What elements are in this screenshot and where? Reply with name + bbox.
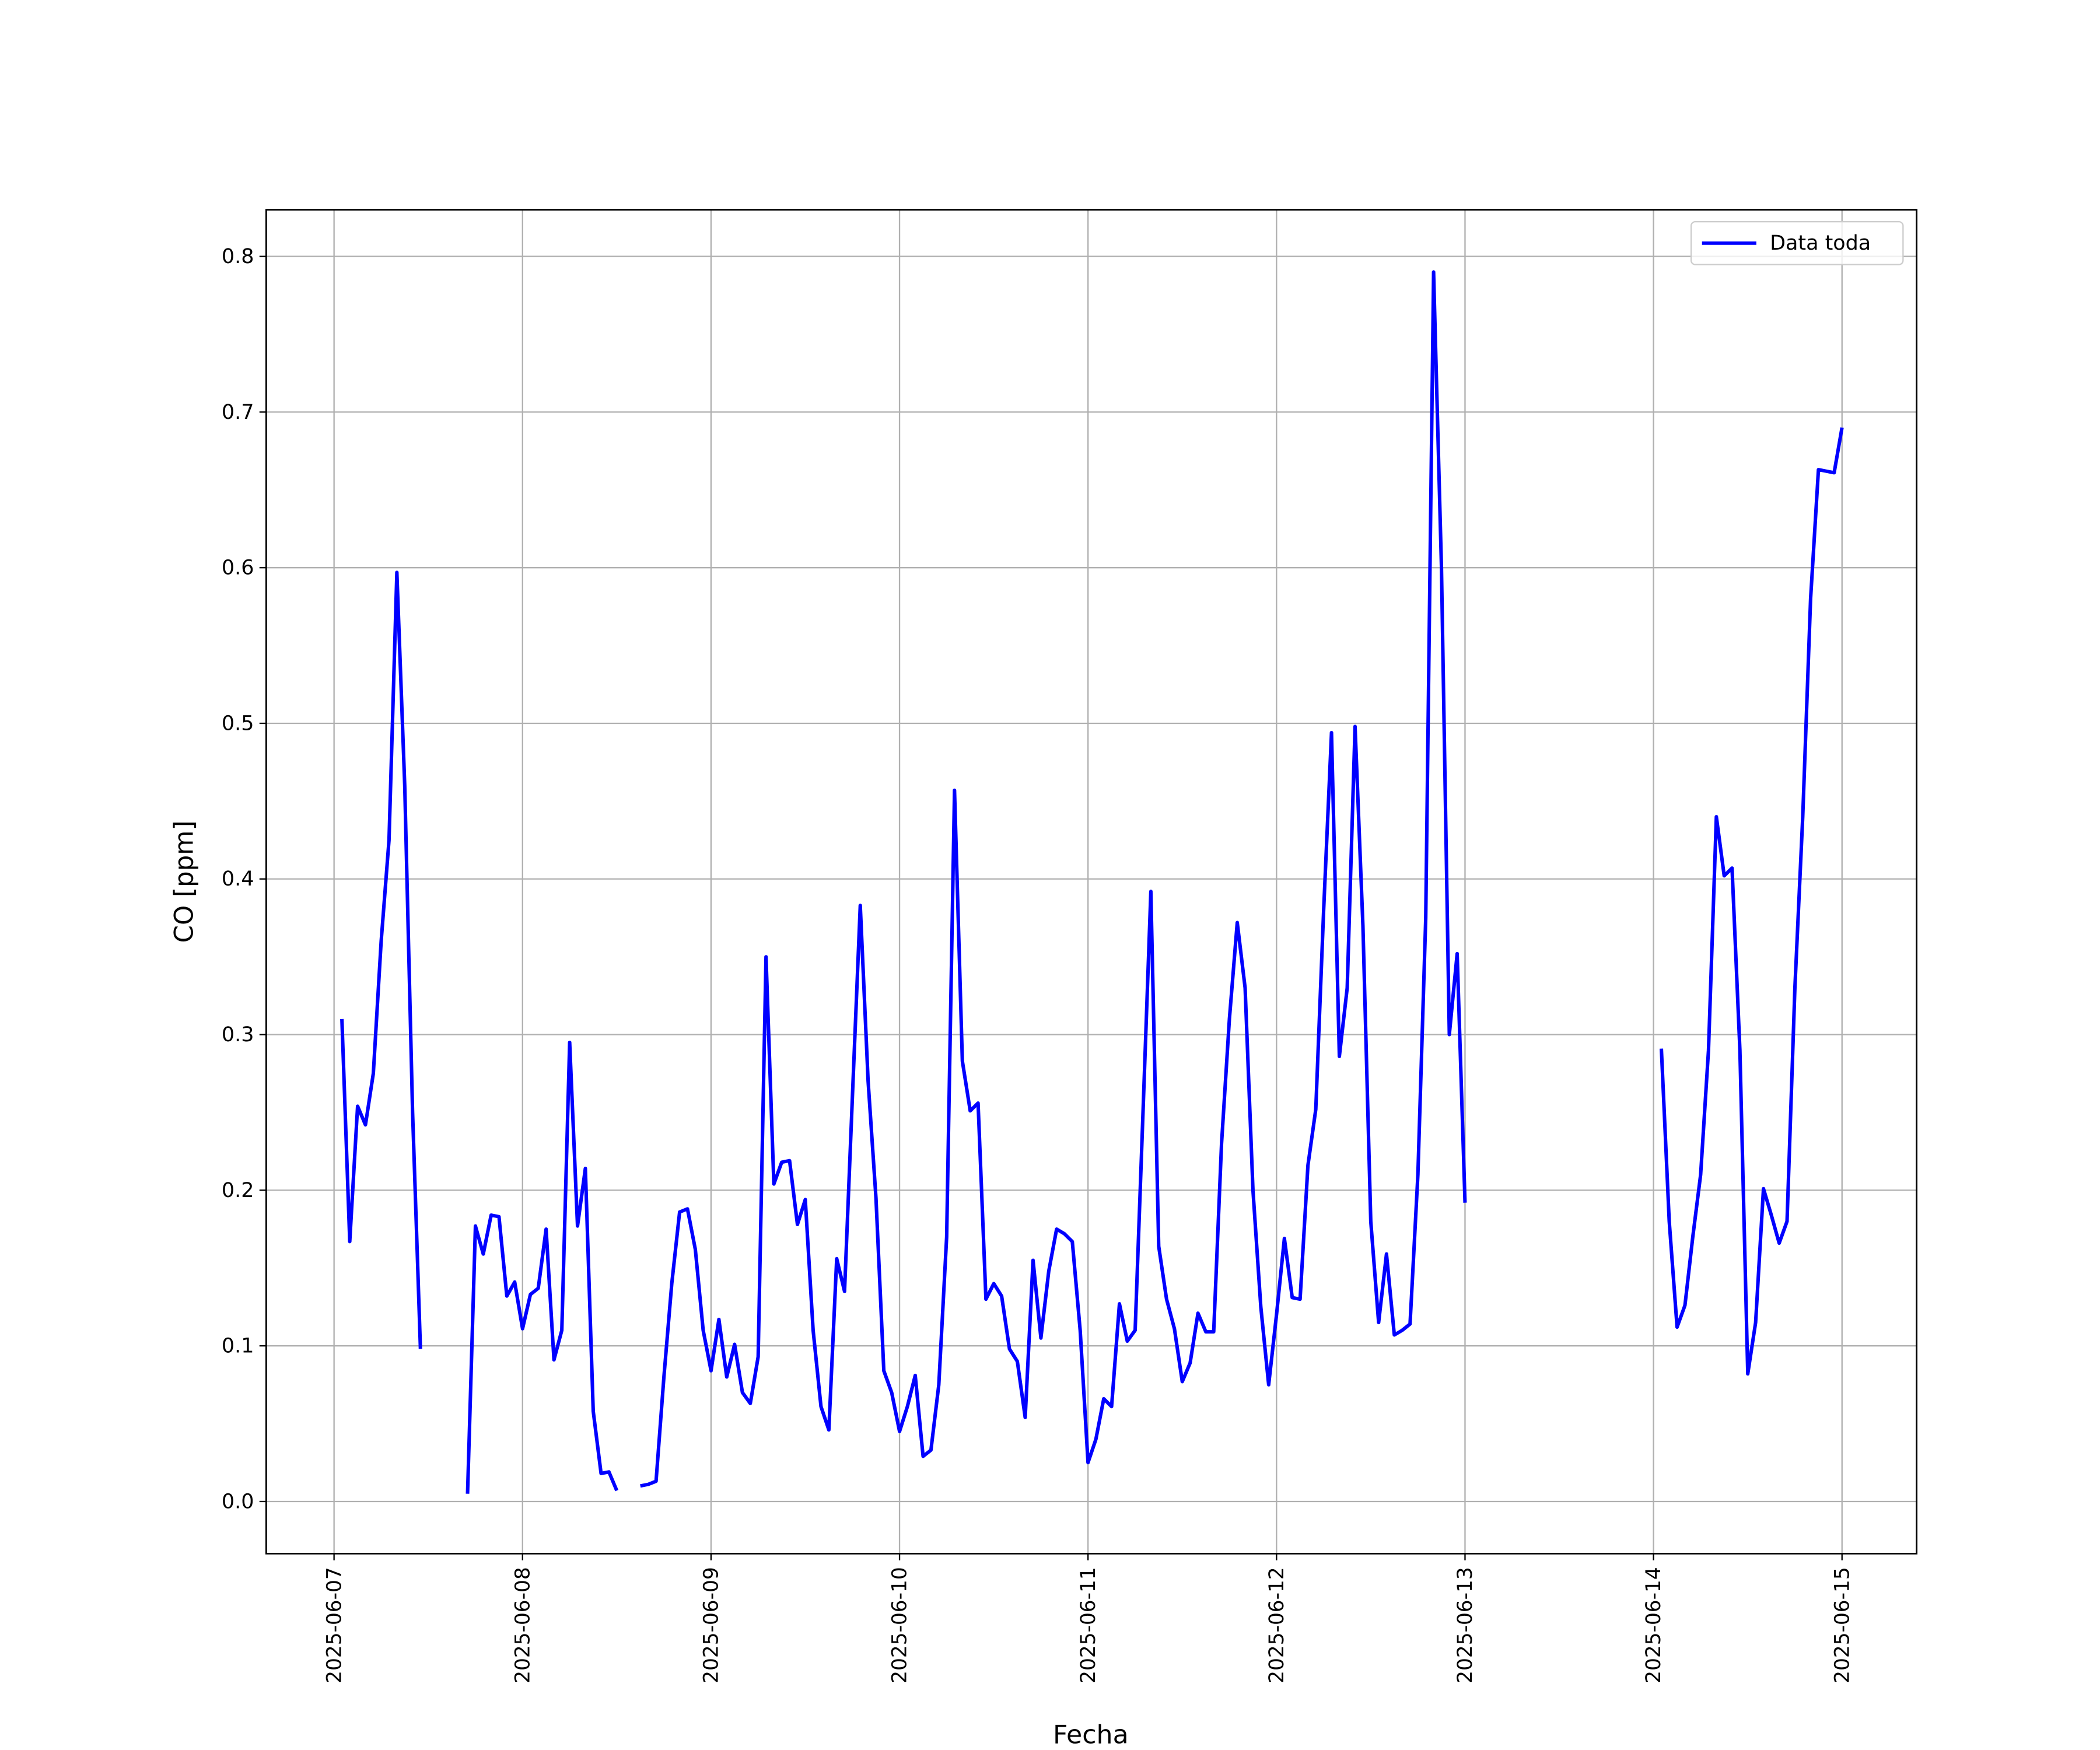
x-tick-label: 2025-06-15 — [1831, 1567, 1854, 1684]
y-axis-label: CO [ppm] — [169, 820, 199, 943]
y-tick-label: 0.2 — [222, 1179, 254, 1202]
legend-label: Data toda — [1770, 232, 1871, 256]
y-tick-label: 0.8 — [222, 245, 254, 268]
y-tick-label: 0.7 — [222, 401, 254, 424]
y-tick-label: 0.5 — [222, 712, 254, 736]
x-tick-label: 2025-06-09 — [699, 1567, 723, 1684]
y-tick-label: 0.6 — [222, 556, 254, 580]
y-tick-label: 0.3 — [222, 1023, 254, 1046]
x-tick-label: 2025-06-13 — [1454, 1567, 1477, 1684]
legend-box — [1690, 221, 1904, 265]
x-tick-label: 2025-06-14 — [1642, 1567, 1665, 1684]
data-line — [340, 270, 1844, 1494]
x-axis-label: Fecha — [1053, 1720, 1129, 1750]
legend: Data toda — [1690, 221, 1904, 265]
x-tick-label: 2025-06-08 — [511, 1567, 534, 1684]
y-tick-label: 0.1 — [222, 1335, 254, 1358]
plot-frame — [265, 209, 1918, 1555]
x-tick-label: 2025-06-07 — [323, 1567, 346, 1684]
x-tick-label: 2025-06-11 — [1077, 1567, 1100, 1684]
y-tick-label: 0.4 — [222, 867, 254, 891]
x-tick-label: 2025-06-10 — [888, 1567, 911, 1684]
y-tick-label: 0.0 — [222, 1490, 254, 1514]
x-tick-label: 2025-06-12 — [1265, 1567, 1289, 1684]
